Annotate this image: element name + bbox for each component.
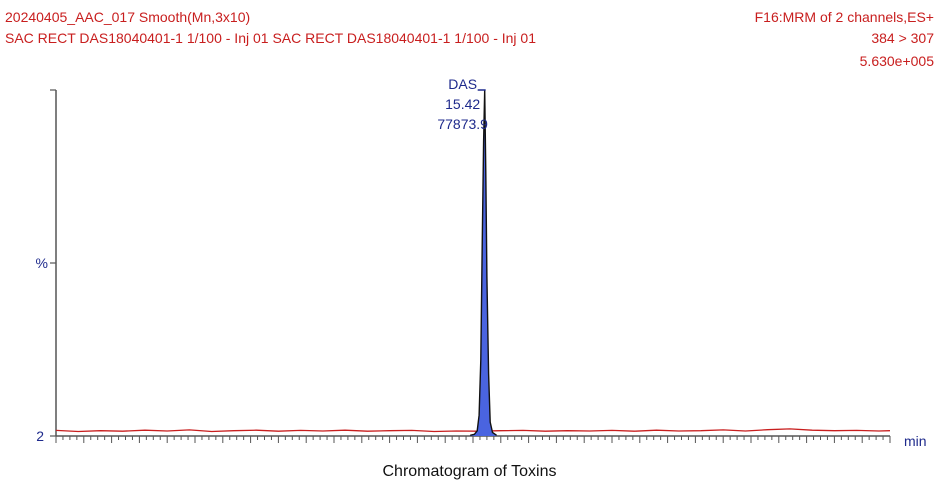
peak-area <box>470 90 497 436</box>
baseline-trace <box>55 428 891 433</box>
y-axis-label: % <box>36 255 48 271</box>
mrm-transition: 384 > 307 <box>871 30 934 46</box>
x-axis-ticks <box>55 436 891 443</box>
peak-outline <box>470 89 497 436</box>
intensity-scale: 5.630e+005 <box>859 53 934 69</box>
function-label: F16:MRM of 2 channels,ES+ <box>754 9 934 25</box>
peak-name-label: DAS <box>448 76 477 92</box>
sample-description: SAC RECT DAS18040401-1 1/100 - Inj 01 SA… <box>5 30 537 46</box>
sample-title: 20240405_AAC_017 Smooth(Mn,3x10) <box>5 9 251 25</box>
peak-retention-time-label: 15.42 <box>445 96 480 112</box>
y-axis-ticks <box>50 89 56 437</box>
y-min-label: 2 <box>36 428 44 444</box>
x-axis-label: min <box>904 433 927 449</box>
peak-area-label: 77873.9 <box>437 116 488 132</box>
figure-caption: Chromatogram of Toxins <box>382 463 557 480</box>
